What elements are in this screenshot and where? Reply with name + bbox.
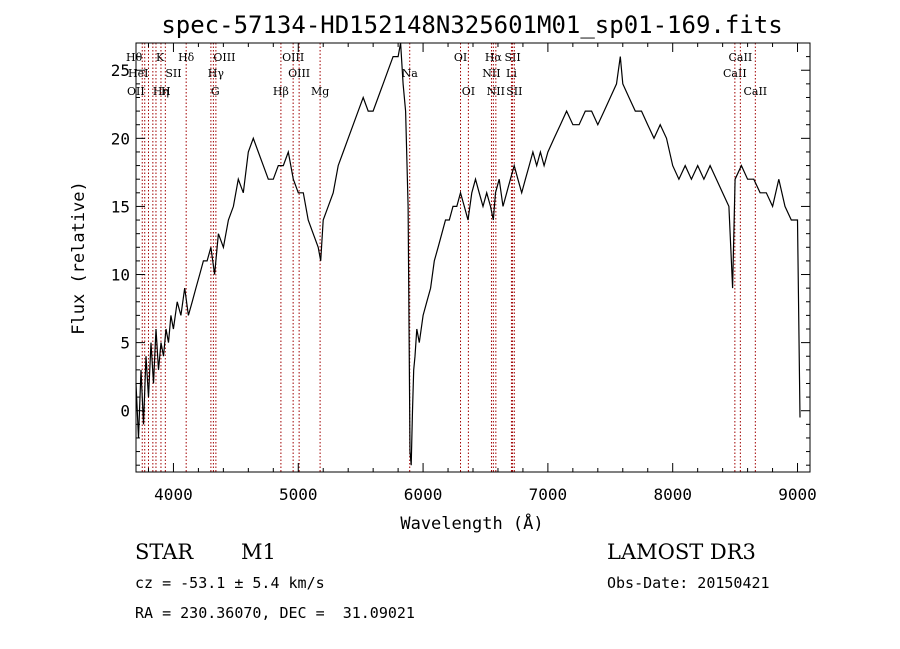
spectrum-line	[135, 42, 801, 466]
marker-label: NII	[487, 85, 505, 98]
marker-label: OI	[462, 85, 475, 98]
marker-label: H	[161, 85, 171, 98]
marker-label: Na	[402, 67, 419, 80]
marker-label: Hα	[485, 51, 503, 64]
x-axis-label: Wavelength (Å)	[400, 512, 543, 534]
x-tick-label: 9000	[778, 485, 817, 504]
marker-label: OI	[454, 51, 467, 64]
x-tick-label: 8000	[653, 485, 692, 504]
coordinates: RA = 230.36070, DEC = 31.09021	[135, 604, 415, 622]
marker-label: NII	[482, 67, 500, 80]
y-tick-label: 15	[111, 197, 130, 216]
marker-label: Hδ	[178, 51, 195, 64]
y-axis-label: Flux (relative)	[69, 181, 89, 335]
marker-label: SII	[504, 51, 520, 64]
plot-frame	[135, 42, 811, 473]
survey-name: LAMOST DR3	[607, 540, 756, 564]
observation-date: Obs-Date: 20150421	[607, 574, 770, 592]
marker-label: G	[211, 85, 220, 98]
marker-label: CaII	[743, 85, 767, 98]
marker-label: OIII	[213, 51, 235, 64]
object-subclass: M1	[241, 540, 276, 564]
emission-line-markers: HθOIIHeIHηKHSIIHδGOIIIHγHβOIIIOIIIMgNaOI…	[126, 43, 767, 472]
y-tick-label: 5	[120, 334, 130, 353]
marker-label: Hβ	[273, 85, 289, 98]
marker-label: HeI	[128, 67, 148, 80]
marker-label: CaII	[729, 51, 753, 64]
marker-label: Hη	[153, 85, 169, 98]
spectrum-series	[135, 42, 801, 466]
x-tick-label: 6000	[404, 485, 443, 504]
x-tick-label: 7000	[529, 485, 568, 504]
y-axis: 0 5 10 15 20 25	[111, 56, 810, 466]
redshift-cz: cz = -53.1 ± 5.4 km/s	[135, 574, 325, 592]
marker-label: OIII	[288, 67, 310, 80]
x-axis: 4000 5000 6000 7000 8000 9000	[147, 43, 817, 504]
x-tick-label: 5000	[279, 485, 318, 504]
marker-label: Hγ	[208, 67, 225, 80]
y-tick-label: 10	[111, 266, 130, 285]
object-class: STAR	[135, 540, 194, 564]
marker-label: Li	[506, 67, 517, 80]
marker-label: Hθ	[126, 51, 143, 64]
y-tick-label: 25	[111, 61, 130, 80]
x-tick-label: 4000	[154, 485, 193, 504]
marker-label: SII	[506, 85, 522, 98]
chart-title: spec-57134-HD152148N325601M01_sp01-169.f…	[161, 11, 782, 39]
marker-label: CaII	[723, 67, 747, 80]
marker-label: Mg	[311, 85, 329, 98]
y-tick-label: 0	[120, 402, 130, 421]
marker-label: OIII	[282, 51, 304, 64]
y-tick-label: 20	[111, 129, 130, 148]
marker-label: SII	[165, 67, 181, 80]
